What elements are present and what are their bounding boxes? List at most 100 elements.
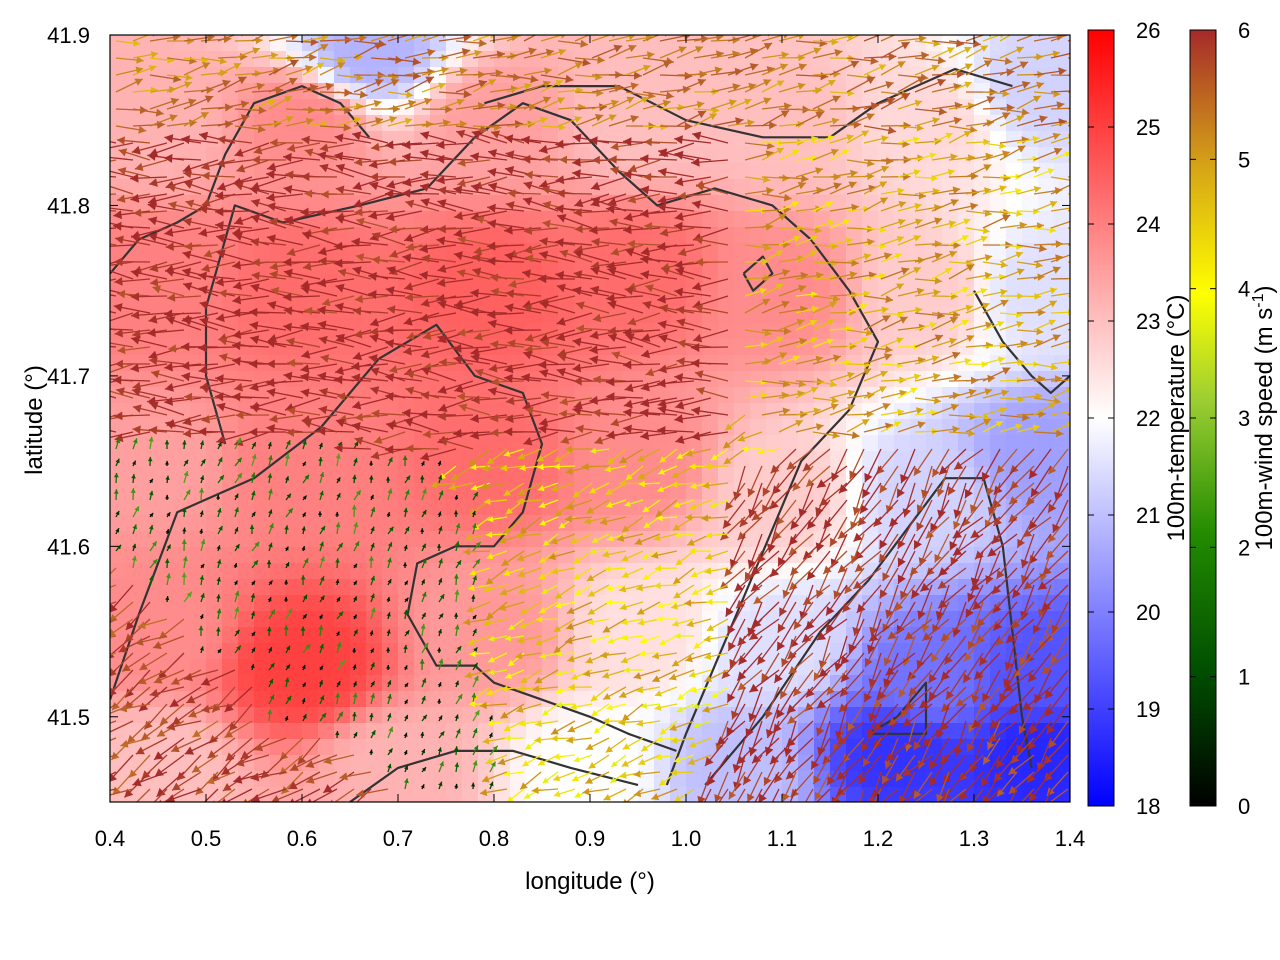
temperature-cell xyxy=(142,515,159,532)
temperature-cell xyxy=(206,403,223,420)
temperature-cell xyxy=(878,355,895,372)
temperature-cell xyxy=(350,739,367,756)
temperature-cell xyxy=(110,51,127,68)
temperature-cell xyxy=(846,275,863,292)
temperature-cell xyxy=(894,323,911,340)
wind-vector-head xyxy=(96,152,105,161)
temperature-cell xyxy=(606,115,623,132)
temperature-cell xyxy=(654,659,671,676)
temperature-cell xyxy=(190,547,207,564)
temperature-cell xyxy=(622,179,639,196)
temperature-cell xyxy=(734,371,751,388)
temperature-cell xyxy=(254,579,271,596)
temperature-cell xyxy=(382,131,399,148)
temperature-cell xyxy=(398,787,415,802)
temperature-cell xyxy=(734,195,751,212)
temperature-cell xyxy=(942,227,959,244)
temperature-cell xyxy=(190,147,207,164)
temperature-cell xyxy=(222,291,239,308)
temperature-cell xyxy=(302,195,319,212)
temperature-cell xyxy=(1022,483,1039,500)
temperature-cell xyxy=(606,339,623,356)
temperature-cell xyxy=(414,435,431,452)
temperature-cell xyxy=(350,611,367,628)
temperature-cell xyxy=(286,451,303,468)
temperature-cell xyxy=(718,291,735,308)
temperature-cell xyxy=(382,515,399,532)
temperature-cell xyxy=(478,467,495,484)
temperature-cell xyxy=(526,659,543,676)
temperature-cell xyxy=(942,99,959,116)
temperature-cell xyxy=(606,355,623,372)
wind-vector-head xyxy=(544,26,553,33)
temperature-cell xyxy=(318,499,335,516)
temperature-cell xyxy=(766,163,783,180)
temperature-cell xyxy=(334,563,351,580)
temperature-cell xyxy=(350,563,367,580)
temperature-cell xyxy=(814,163,831,180)
temperature-cell xyxy=(622,435,639,452)
temperature-cell xyxy=(798,163,815,180)
wind-vector-head xyxy=(80,287,89,296)
temperature-cell xyxy=(830,99,847,116)
temperature-cell xyxy=(798,483,815,500)
temperature-cell xyxy=(494,499,511,516)
wind-vector-head xyxy=(80,302,89,311)
temperature-cell xyxy=(414,595,431,612)
temperature-cell xyxy=(478,291,495,308)
temperature-cell xyxy=(382,627,399,644)
temperature-cell xyxy=(830,451,847,468)
temperature-cell xyxy=(430,419,447,436)
temperature-cell xyxy=(478,627,495,644)
temperature-cell xyxy=(878,67,895,84)
temperature-cell xyxy=(558,419,575,436)
temperature-cell xyxy=(686,467,703,484)
temperature-cell xyxy=(222,259,239,276)
temperature-cell xyxy=(222,163,239,180)
temperature-cell xyxy=(670,515,687,532)
temperature-cell xyxy=(750,307,767,324)
temperature-cell xyxy=(590,515,607,532)
temperature-cell xyxy=(174,163,191,180)
temperature-cell xyxy=(590,419,607,436)
temperature-cell xyxy=(782,83,799,100)
temperature-cell xyxy=(606,227,623,244)
temperature-cell xyxy=(606,211,623,228)
temperature-cell xyxy=(302,579,319,596)
temperature-cell xyxy=(798,35,815,52)
temperature-cell xyxy=(366,627,383,644)
temperature-cell xyxy=(350,451,367,468)
temperature-cell xyxy=(366,195,383,212)
temperature-cell xyxy=(910,435,927,452)
temperature-cell xyxy=(270,403,287,420)
temperature-cell xyxy=(430,675,447,692)
temperature-cell xyxy=(1022,435,1039,452)
temperature-cell xyxy=(750,51,767,68)
temperature-cell xyxy=(462,771,479,788)
temperature-cell xyxy=(830,435,847,452)
temperature-cell xyxy=(1038,275,1055,292)
temperature-cell xyxy=(318,515,335,532)
temperature-cell xyxy=(462,195,479,212)
temperature-cell xyxy=(478,435,495,452)
temperature-cell xyxy=(334,739,351,756)
temperature-cell xyxy=(670,387,687,404)
wind-vector-head xyxy=(98,265,107,274)
temperature-cell xyxy=(510,467,527,484)
temperature-cell xyxy=(702,195,719,212)
temperature-cell xyxy=(686,563,703,580)
temperature-cell xyxy=(702,307,719,324)
temperature-cell xyxy=(542,467,559,484)
temperature-cell xyxy=(382,563,399,580)
temperature-cell xyxy=(302,739,319,756)
temperature-cell xyxy=(190,451,207,468)
temperature-cell xyxy=(782,243,799,260)
temperature-cell xyxy=(430,531,447,548)
temperature-cell xyxy=(1022,339,1039,356)
temperature-cell xyxy=(254,659,271,676)
temperature-cell xyxy=(670,643,687,660)
temperature-cell xyxy=(446,515,463,532)
wind-vector-head xyxy=(97,285,106,294)
temperature-cell xyxy=(158,115,175,132)
temperature-cell xyxy=(350,675,367,692)
